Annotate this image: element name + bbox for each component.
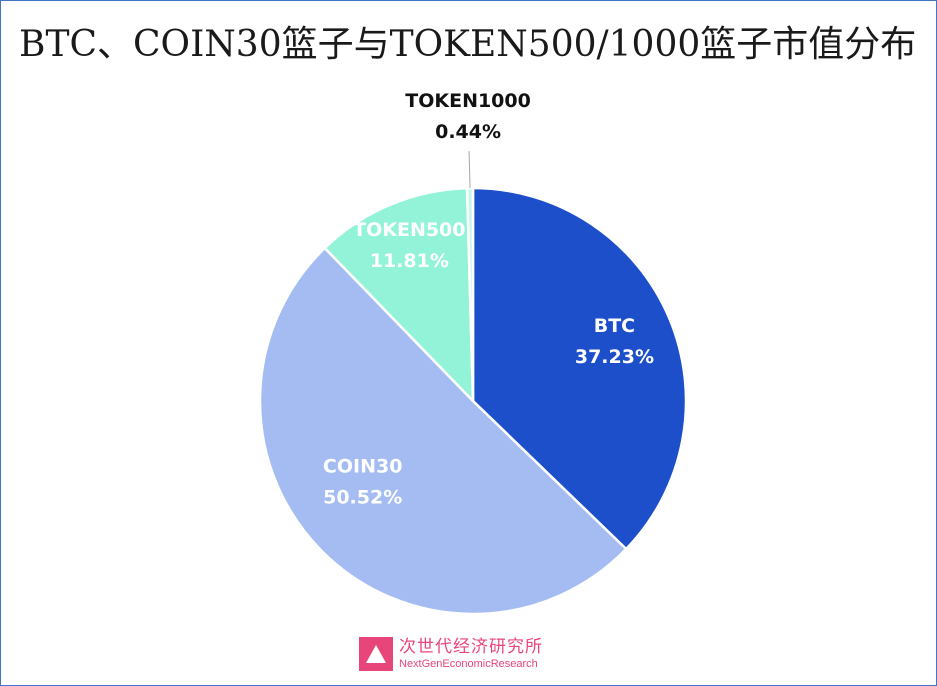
pie-slice-token500 <box>323 186 475 405</box>
slice-value-label-coin30: 50.52% <box>323 486 402 508</box>
slice-name-label-token500: TOKEN500 <box>353 219 465 241</box>
pie-slice-btc <box>471 186 688 551</box>
slice-value-label-token1000: 0.44% <box>435 121 501 143</box>
logo-name-en: NextGenEconomicResearch <box>399 657 538 670</box>
chart-title: BTC、COIN30篮子与TOKEN500/1000篮子市值分布 <box>19 24 917 65</box>
watermark-logo: 次世代经济研究所 NextGenEconomicResearch <box>359 637 543 671</box>
logo-name-cn: 次世代经济研究所 <box>399 636 543 657</box>
logo-icon <box>359 637 393 671</box>
slice-value-label-token500: 11.81% <box>370 250 449 272</box>
slice-name-label-btc: BTC <box>594 315 635 337</box>
slice-value-label-btc: 37.23% <box>575 346 654 368</box>
leader-line-token1000 <box>468 150 471 189</box>
slice-name-label-token1000: TOKEN1000 <box>405 90 531 112</box>
pie-slice-coin30 <box>258 246 628 616</box>
slice-name-label-coin30: COIN30 <box>323 455 403 477</box>
